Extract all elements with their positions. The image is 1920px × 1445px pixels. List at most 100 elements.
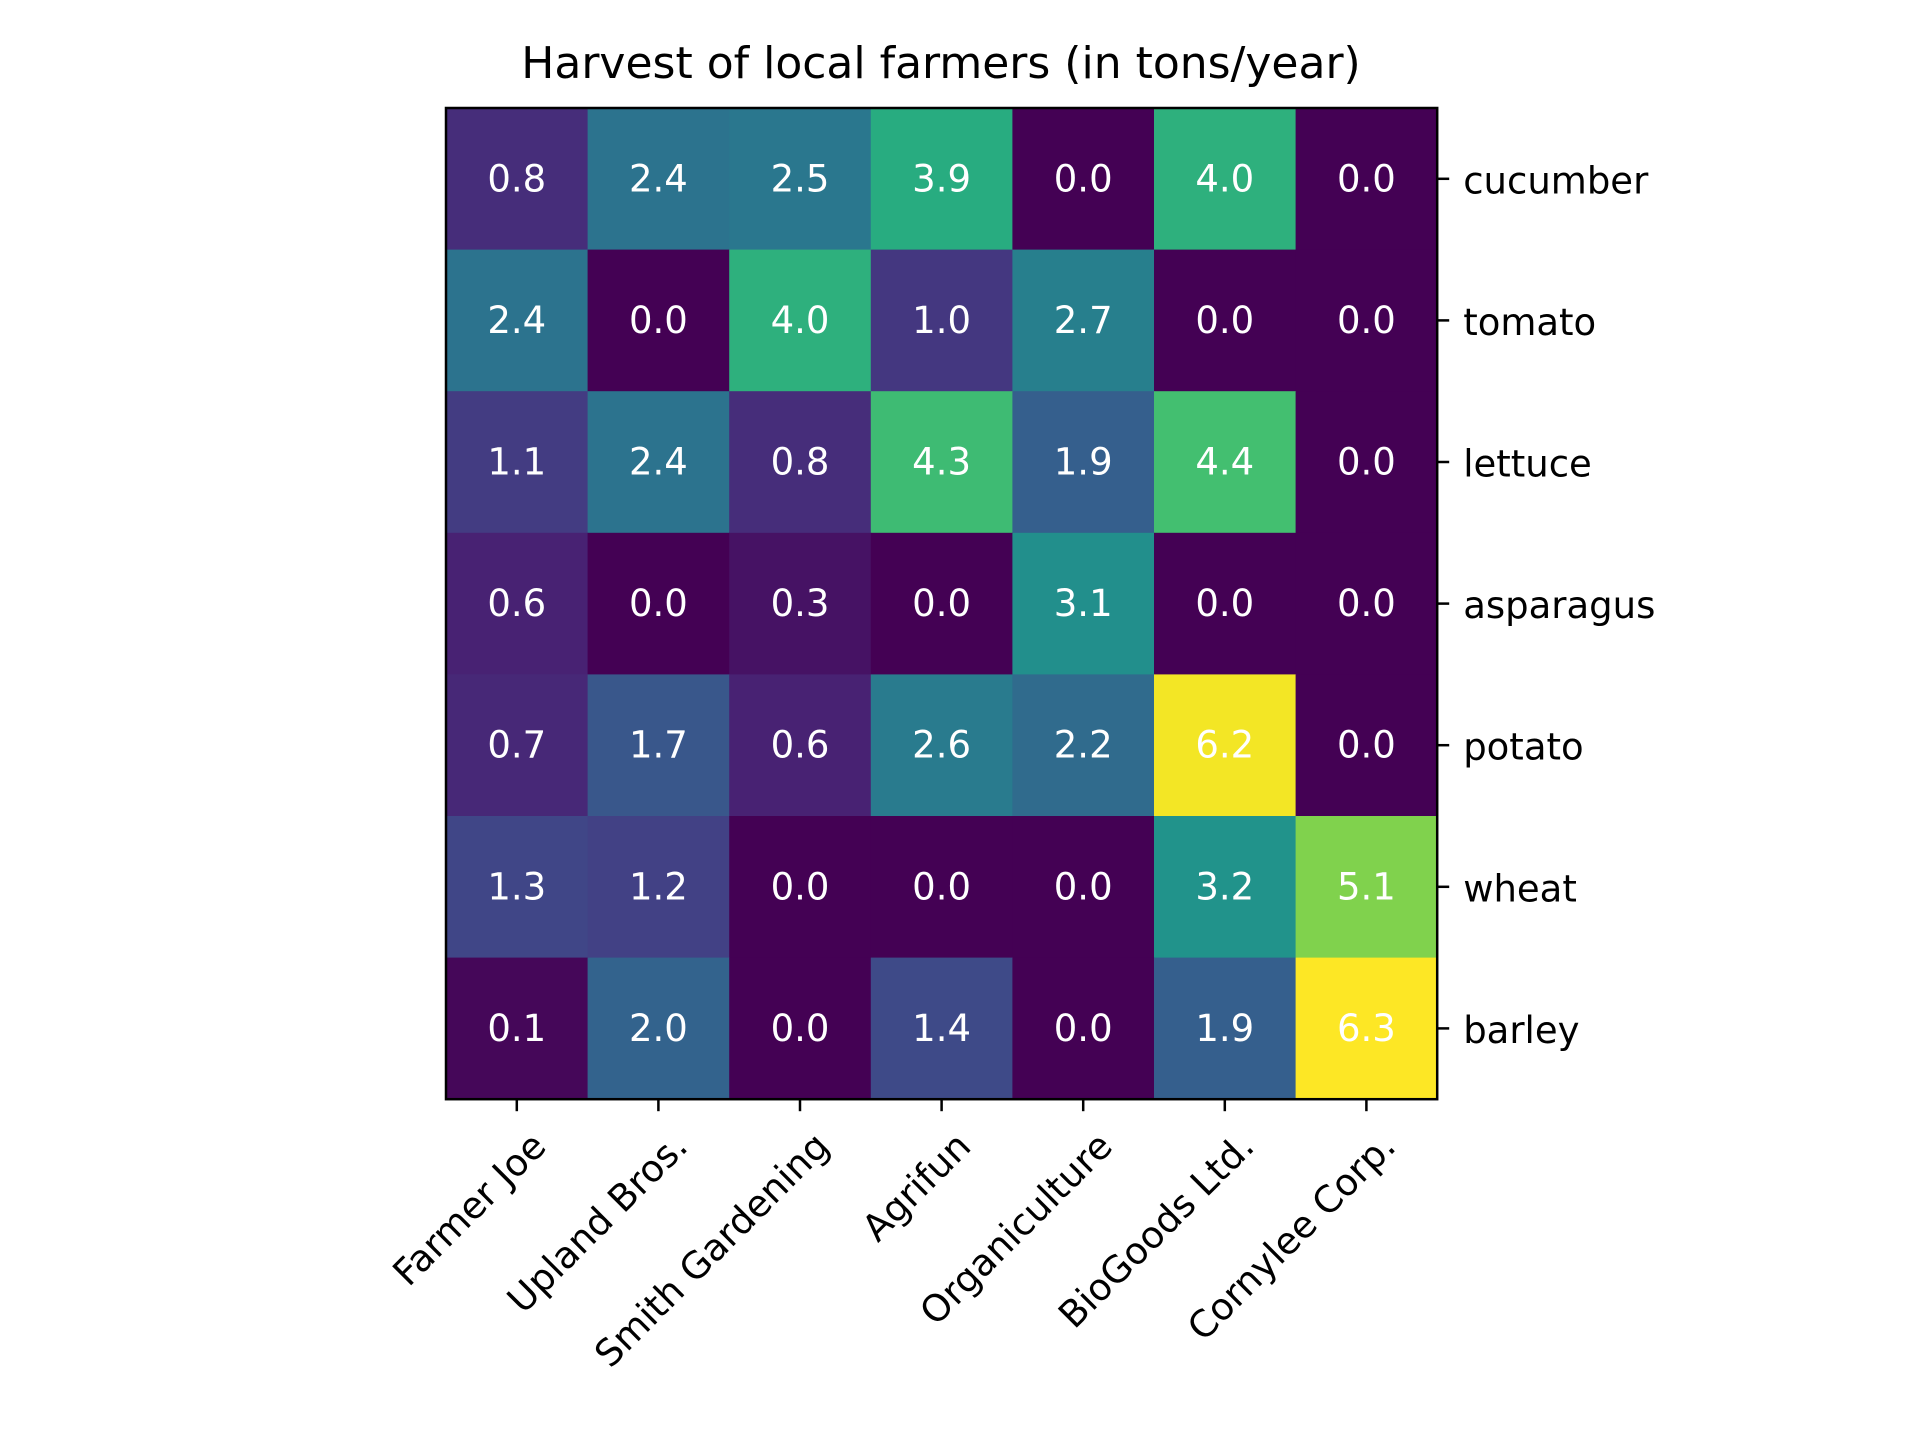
cell-value-label: 0.0: [629, 582, 688, 625]
cell-value-label: 6.2: [1195, 724, 1254, 767]
cell-value-label: 2.4: [629, 441, 688, 484]
cell-value-label: 0.8: [487, 157, 546, 200]
heatmap-cell: [446, 957, 589, 1100]
heatmap-cell: [587, 816, 730, 959]
heatmap-cell: [1012, 391, 1155, 534]
heatmap-cell: [1154, 957, 1297, 1100]
heatmap-cell: [1295, 674, 1438, 817]
cell-value-label: 0.1: [487, 1007, 546, 1050]
heatmap-cell: [446, 249, 589, 392]
cell-value-label: 4.0: [1195, 157, 1254, 200]
heatmap-cell: [729, 674, 872, 817]
y-tick-label: potato: [1463, 726, 1583, 769]
heatmap-cell: [1012, 674, 1155, 817]
cell-value-label: 4.4: [1195, 441, 1254, 484]
y-tick-label: tomato: [1463, 301, 1596, 344]
heatmap-cell: [1295, 391, 1438, 534]
cell-value-label: 1.9: [1195, 1007, 1254, 1050]
heatmap-cell: [729, 391, 872, 534]
cell-value-label: 0.0: [912, 865, 971, 908]
cell-value-label: 3.2: [1195, 865, 1254, 908]
cell-value-label: 1.0: [912, 299, 971, 342]
cell-value-label: 5.1: [1337, 865, 1396, 908]
heatmap-cell: [729, 249, 872, 392]
x-tick-label: Agrifun: [854, 1124, 979, 1249]
heatmap-cell: [729, 108, 872, 251]
cell-value-label: 0.0: [1054, 1007, 1113, 1050]
cell-value-label: 0.0: [771, 865, 830, 908]
heatmap-value-labels: 0.8 2.4 2.5 3.9 0.0 4.0 0.0 2.4 0.0 4.0 1.0 2.7 0.0 0…: [487, 157, 1395, 1050]
heatmap-cell: [446, 816, 589, 959]
chart-title: Harvest of local farmers (in tons/year): [521, 38, 1360, 89]
cell-value-label: 0.0: [1054, 865, 1113, 908]
heatmap-cell: [587, 391, 730, 534]
heatmap-cell: [1154, 674, 1297, 817]
x-tick-label: Smith Gardening: [586, 1124, 837, 1375]
heatmap-cell: [1154, 108, 1297, 251]
cell-value-label: 0.0: [1337, 724, 1396, 767]
heatmap-cell: [729, 816, 872, 959]
heatmap-cell: [1154, 532, 1297, 675]
cell-value-label: 0.0: [1054, 157, 1113, 200]
cell-value-label: 0.0: [1195, 582, 1254, 625]
heatmap-cell: [729, 957, 872, 1100]
cell-value-label: 1.9: [1054, 441, 1113, 484]
heatmap-cell: [587, 249, 730, 392]
cell-value-label: 0.0: [771, 1007, 830, 1050]
y-axis: cucumber tomato lettuce asparagus potato whea…: [1437, 159, 1655, 1052]
heatmap-cell: [870, 108, 1013, 251]
cell-value-label: 1.1: [487, 441, 546, 484]
cell-value-label: 2.6: [912, 724, 971, 767]
cell-value-label: 6.3: [1337, 1007, 1396, 1050]
cell-value-label: 1.4: [912, 1007, 971, 1050]
cell-value-label: 0.7: [487, 724, 546, 767]
cell-value-label: 1.2: [629, 865, 688, 908]
cell-value-label: 0.0: [1337, 441, 1396, 484]
heatmap-cell: [1012, 957, 1155, 1100]
cell-value-label: 0.3: [771, 582, 830, 625]
heatmap-cell: [1012, 816, 1155, 959]
y-tick-label: cucumber: [1463, 159, 1649, 202]
heatmap-cell: [587, 674, 730, 817]
cell-value-label: 0.6: [771, 724, 830, 767]
y-tick-label: wheat: [1463, 867, 1577, 910]
cell-value-label: 2.4: [629, 157, 688, 200]
heatmap-cell: [1295, 957, 1438, 1100]
cell-value-label: 0.0: [1195, 299, 1254, 342]
heatmap-cell: [1295, 249, 1438, 392]
heatmap-cell: [1012, 108, 1155, 251]
y-tick-label: lettuce: [1463, 443, 1592, 486]
heatmap-cell: [1154, 249, 1297, 392]
y-tick-label: barley: [1463, 1009, 1579, 1052]
heatmap-cell: [870, 249, 1013, 392]
cell-value-label: 0.6: [487, 582, 546, 625]
cell-value-label: 0.0: [1337, 582, 1396, 625]
cell-value-label: 2.2: [1054, 724, 1113, 767]
heatmap-cell: [870, 391, 1013, 534]
heatmap-cell: [870, 532, 1013, 675]
heatmap-cell: [870, 674, 1013, 817]
heatmap-cell: [446, 532, 589, 675]
heatmap-cell: [1295, 108, 1438, 251]
y-tick-label: asparagus: [1463, 584, 1655, 627]
heatmap-cell: [729, 532, 872, 675]
cell-value-label: 2.0: [629, 1007, 688, 1050]
cell-value-label: 0.0: [1337, 299, 1396, 342]
cell-value-label: 2.7: [1054, 299, 1113, 342]
heatmap-cell: [1012, 532, 1155, 675]
cell-value-label: 1.3: [487, 865, 546, 908]
heatmap-cell: [1012, 249, 1155, 392]
heatmap-cell: [1295, 816, 1438, 959]
cell-value-label: 3.9: [912, 157, 971, 200]
heatmap-cell: [446, 108, 589, 251]
cell-value-label: 4.3: [912, 441, 971, 484]
heatmap-cells: [446, 108, 1438, 1100]
cell-value-label: 0.0: [912, 582, 971, 625]
heatmap-cell: [1295, 532, 1438, 675]
cell-value-label: 4.0: [771, 299, 830, 342]
heatmap-cell: [587, 108, 730, 251]
heatmap-cell: [1154, 391, 1297, 534]
heatmap-cell: [870, 816, 1013, 959]
